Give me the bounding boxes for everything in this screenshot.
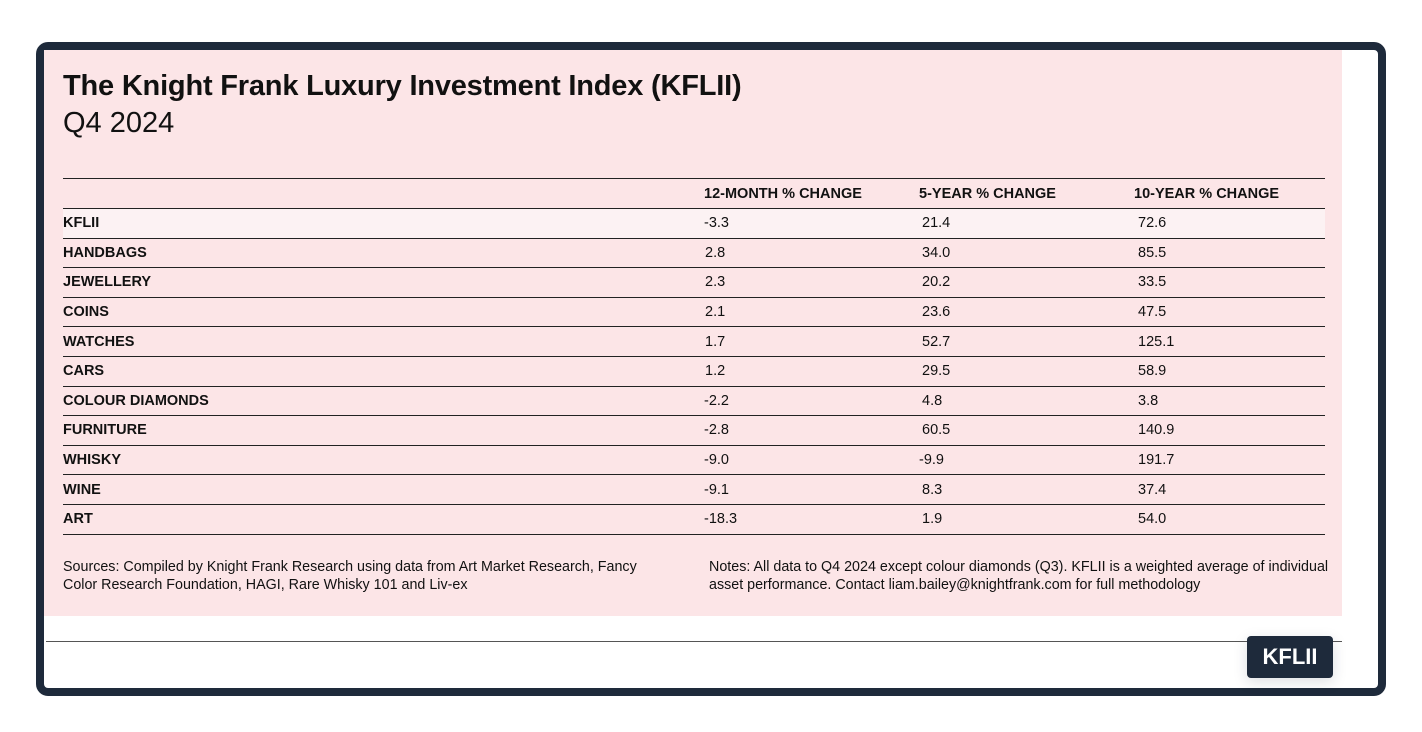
row-label: WHISKY bbox=[63, 445, 704, 476]
cell-10-year: 33.5 bbox=[1134, 267, 1325, 298]
table-row: CARS 1.2 29.5 58.9 bbox=[63, 356, 1325, 387]
card-frame: The Knight Frank Luxury Investment Index… bbox=[36, 42, 1386, 696]
cell-12-month: -3.3 bbox=[704, 208, 919, 239]
row-label: ART bbox=[63, 504, 704, 535]
column-header-label bbox=[63, 178, 704, 209]
cell-12-month: -9.1 bbox=[704, 474, 919, 505]
cell-10-year: 191.7 bbox=[1134, 445, 1325, 476]
cell-5-year: 23.6 bbox=[919, 297, 1134, 328]
cell-10-year: 85.5 bbox=[1134, 238, 1325, 269]
column-header-12-month: 12-MONTH % CHANGE bbox=[704, 178, 919, 209]
cell-10-year: 37.4 bbox=[1134, 474, 1325, 505]
cell-10-year: 72.6 bbox=[1134, 208, 1325, 239]
cell-12-month: 2.3 bbox=[704, 267, 919, 298]
cell-5-year: 29.5 bbox=[919, 356, 1134, 387]
cell-10-year: 58.9 bbox=[1134, 356, 1325, 387]
row-label: JEWELLERY bbox=[63, 267, 704, 298]
cell-12-month: 1.7 bbox=[704, 326, 919, 357]
cell-10-year: 125.1 bbox=[1134, 326, 1325, 357]
table-row: WHISKY -9.0 -9.9 191.7 bbox=[63, 445, 1325, 476]
table-row: JEWELLERY 2.3 20.2 33.5 bbox=[63, 267, 1325, 298]
cell-12-month: -9.0 bbox=[704, 445, 919, 476]
table-row: COLOUR DIAMONDS -2.2 4.8 3.8 bbox=[63, 386, 1325, 417]
cell-10-year: 140.9 bbox=[1134, 415, 1325, 446]
kflii-badge: KFLII bbox=[1247, 636, 1333, 678]
row-label: WINE bbox=[63, 474, 704, 505]
sources-note: Sources: Compiled by Knight Frank Resear… bbox=[63, 559, 637, 593]
column-header-5-year: 5-YEAR % CHANGE bbox=[919, 178, 1134, 209]
table-row: COINS 2.1 23.6 47.5 bbox=[63, 297, 1325, 328]
cell-5-year: 20.2 bbox=[919, 267, 1134, 298]
cell-5-year: 8.3 bbox=[919, 474, 1134, 505]
table-row: WINE -9.1 8.3 37.4 bbox=[63, 474, 1325, 505]
row-label: CARS bbox=[63, 356, 704, 387]
cell-5-year: 60.5 bbox=[919, 415, 1134, 446]
cell-5-year: -9.9 bbox=[919, 445, 1134, 476]
cell-10-year: 3.8 bbox=[1134, 386, 1325, 417]
methodology-note: Notes: All data to Q4 2024 except colour… bbox=[709, 559, 1329, 593]
footer-divider bbox=[46, 641, 1342, 642]
cell-12-month: 2.8 bbox=[704, 238, 919, 269]
table-row: KFLII -3.3 21.4 72.6 bbox=[63, 208, 1325, 239]
table-row: HANDBAGS 2.8 34.0 85.5 bbox=[63, 238, 1325, 269]
cell-5-year: 1.9 bbox=[919, 504, 1134, 535]
row-label: WATCHES bbox=[63, 326, 704, 357]
cell-5-year: 34.0 bbox=[919, 238, 1134, 269]
page-subtitle: Q4 2024 bbox=[63, 107, 175, 139]
cell-5-year: 4.8 bbox=[919, 386, 1134, 417]
index-table: 12-MONTH % CHANGE 5-YEAR % CHANGE 10-YEA… bbox=[63, 178, 1325, 535]
cell-10-year: 47.5 bbox=[1134, 297, 1325, 328]
cell-12-month: -2.2 bbox=[704, 386, 919, 417]
cell-5-year: 52.7 bbox=[919, 326, 1134, 357]
cell-12-month: -2.8 bbox=[704, 415, 919, 446]
row-label: COINS bbox=[63, 297, 704, 328]
cell-12-month: 1.2 bbox=[704, 356, 919, 387]
cell-12-month: 2.1 bbox=[704, 297, 919, 328]
column-header-10-year: 10-YEAR % CHANGE bbox=[1134, 178, 1325, 209]
table-row: ART -18.3 1.9 54.0 bbox=[63, 504, 1325, 535]
cell-10-year: 54.0 bbox=[1134, 504, 1325, 535]
page-title: The Knight Frank Luxury Investment Index… bbox=[63, 70, 742, 102]
row-label: KFLII bbox=[63, 208, 704, 239]
table-row: FURNITURE -2.8 60.5 140.9 bbox=[63, 415, 1325, 446]
cell-5-year: 21.4 bbox=[919, 208, 1134, 239]
row-label: HANDBAGS bbox=[63, 238, 704, 269]
cell-12-month: -18.3 bbox=[704, 504, 919, 535]
table-header-row: 12-MONTH % CHANGE 5-YEAR % CHANGE 10-YEA… bbox=[63, 178, 1325, 209]
index-panel: The Knight Frank Luxury Investment Index… bbox=[44, 50, 1342, 616]
row-label: COLOUR DIAMONDS bbox=[63, 386, 704, 417]
table-row: WATCHES 1.7 52.7 125.1 bbox=[63, 326, 1325, 357]
table-body: KFLII -3.3 21.4 72.6 HANDBAGS 2.8 34.0 85.5 JEWE… bbox=[63, 208, 1325, 535]
row-label: FURNITURE bbox=[63, 415, 704, 446]
